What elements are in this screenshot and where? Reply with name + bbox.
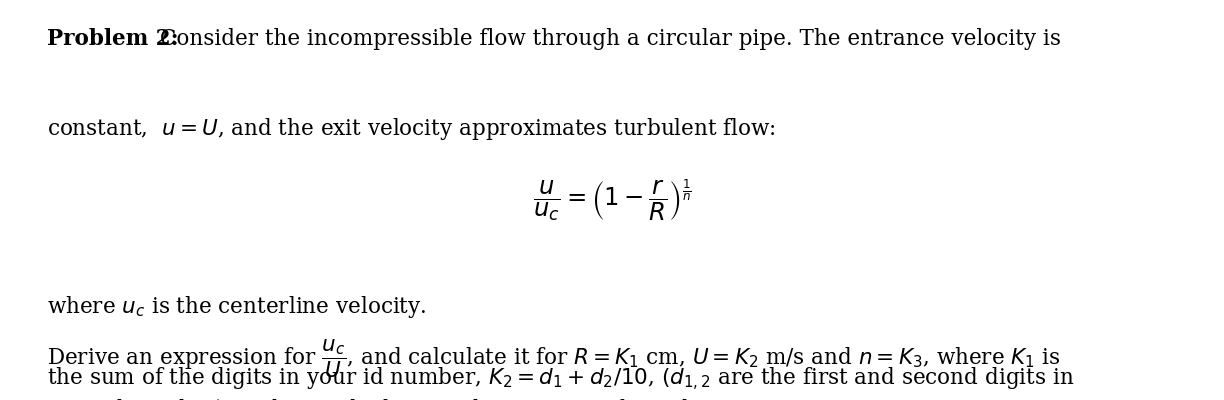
- Text: constant,  $u = U$, and the exit velocity approximates turbulent flow:: constant, $u = U$, and the exit velocity…: [47, 116, 776, 142]
- Text: your id number), and $K_3$ is the largest digit in your id number.: your id number), and $K_3$ is the larges…: [47, 396, 725, 400]
- Text: Consider the incompressible flow through a circular pipe. The entrance velocity : Consider the incompressible flow through…: [153, 28, 1061, 50]
- Text: the sum of the digits in your id number, $K_2 = d_1 + d_2/10$, $(d_{1,2}$ are th: the sum of the digits in your id number,…: [47, 366, 1073, 393]
- Text: where $u_c$ is the centerline velocity.: where $u_c$ is the centerline velocity.: [47, 294, 426, 320]
- Text: Derive an expression for $\dfrac{u_c}{U}$, and calculate it for $R = K_1$ cm, $U: Derive an expression for $\dfrac{u_c}{U}…: [47, 338, 1060, 380]
- Text: $\dfrac{u}{u_c} = \left(1 - \dfrac{r}{R}\right)^{\frac{1}{n}}$: $\dfrac{u}{u_c} = \left(1 - \dfrac{r}{R}…: [532, 177, 692, 223]
- Text: Problem 2:: Problem 2:: [47, 28, 179, 50]
